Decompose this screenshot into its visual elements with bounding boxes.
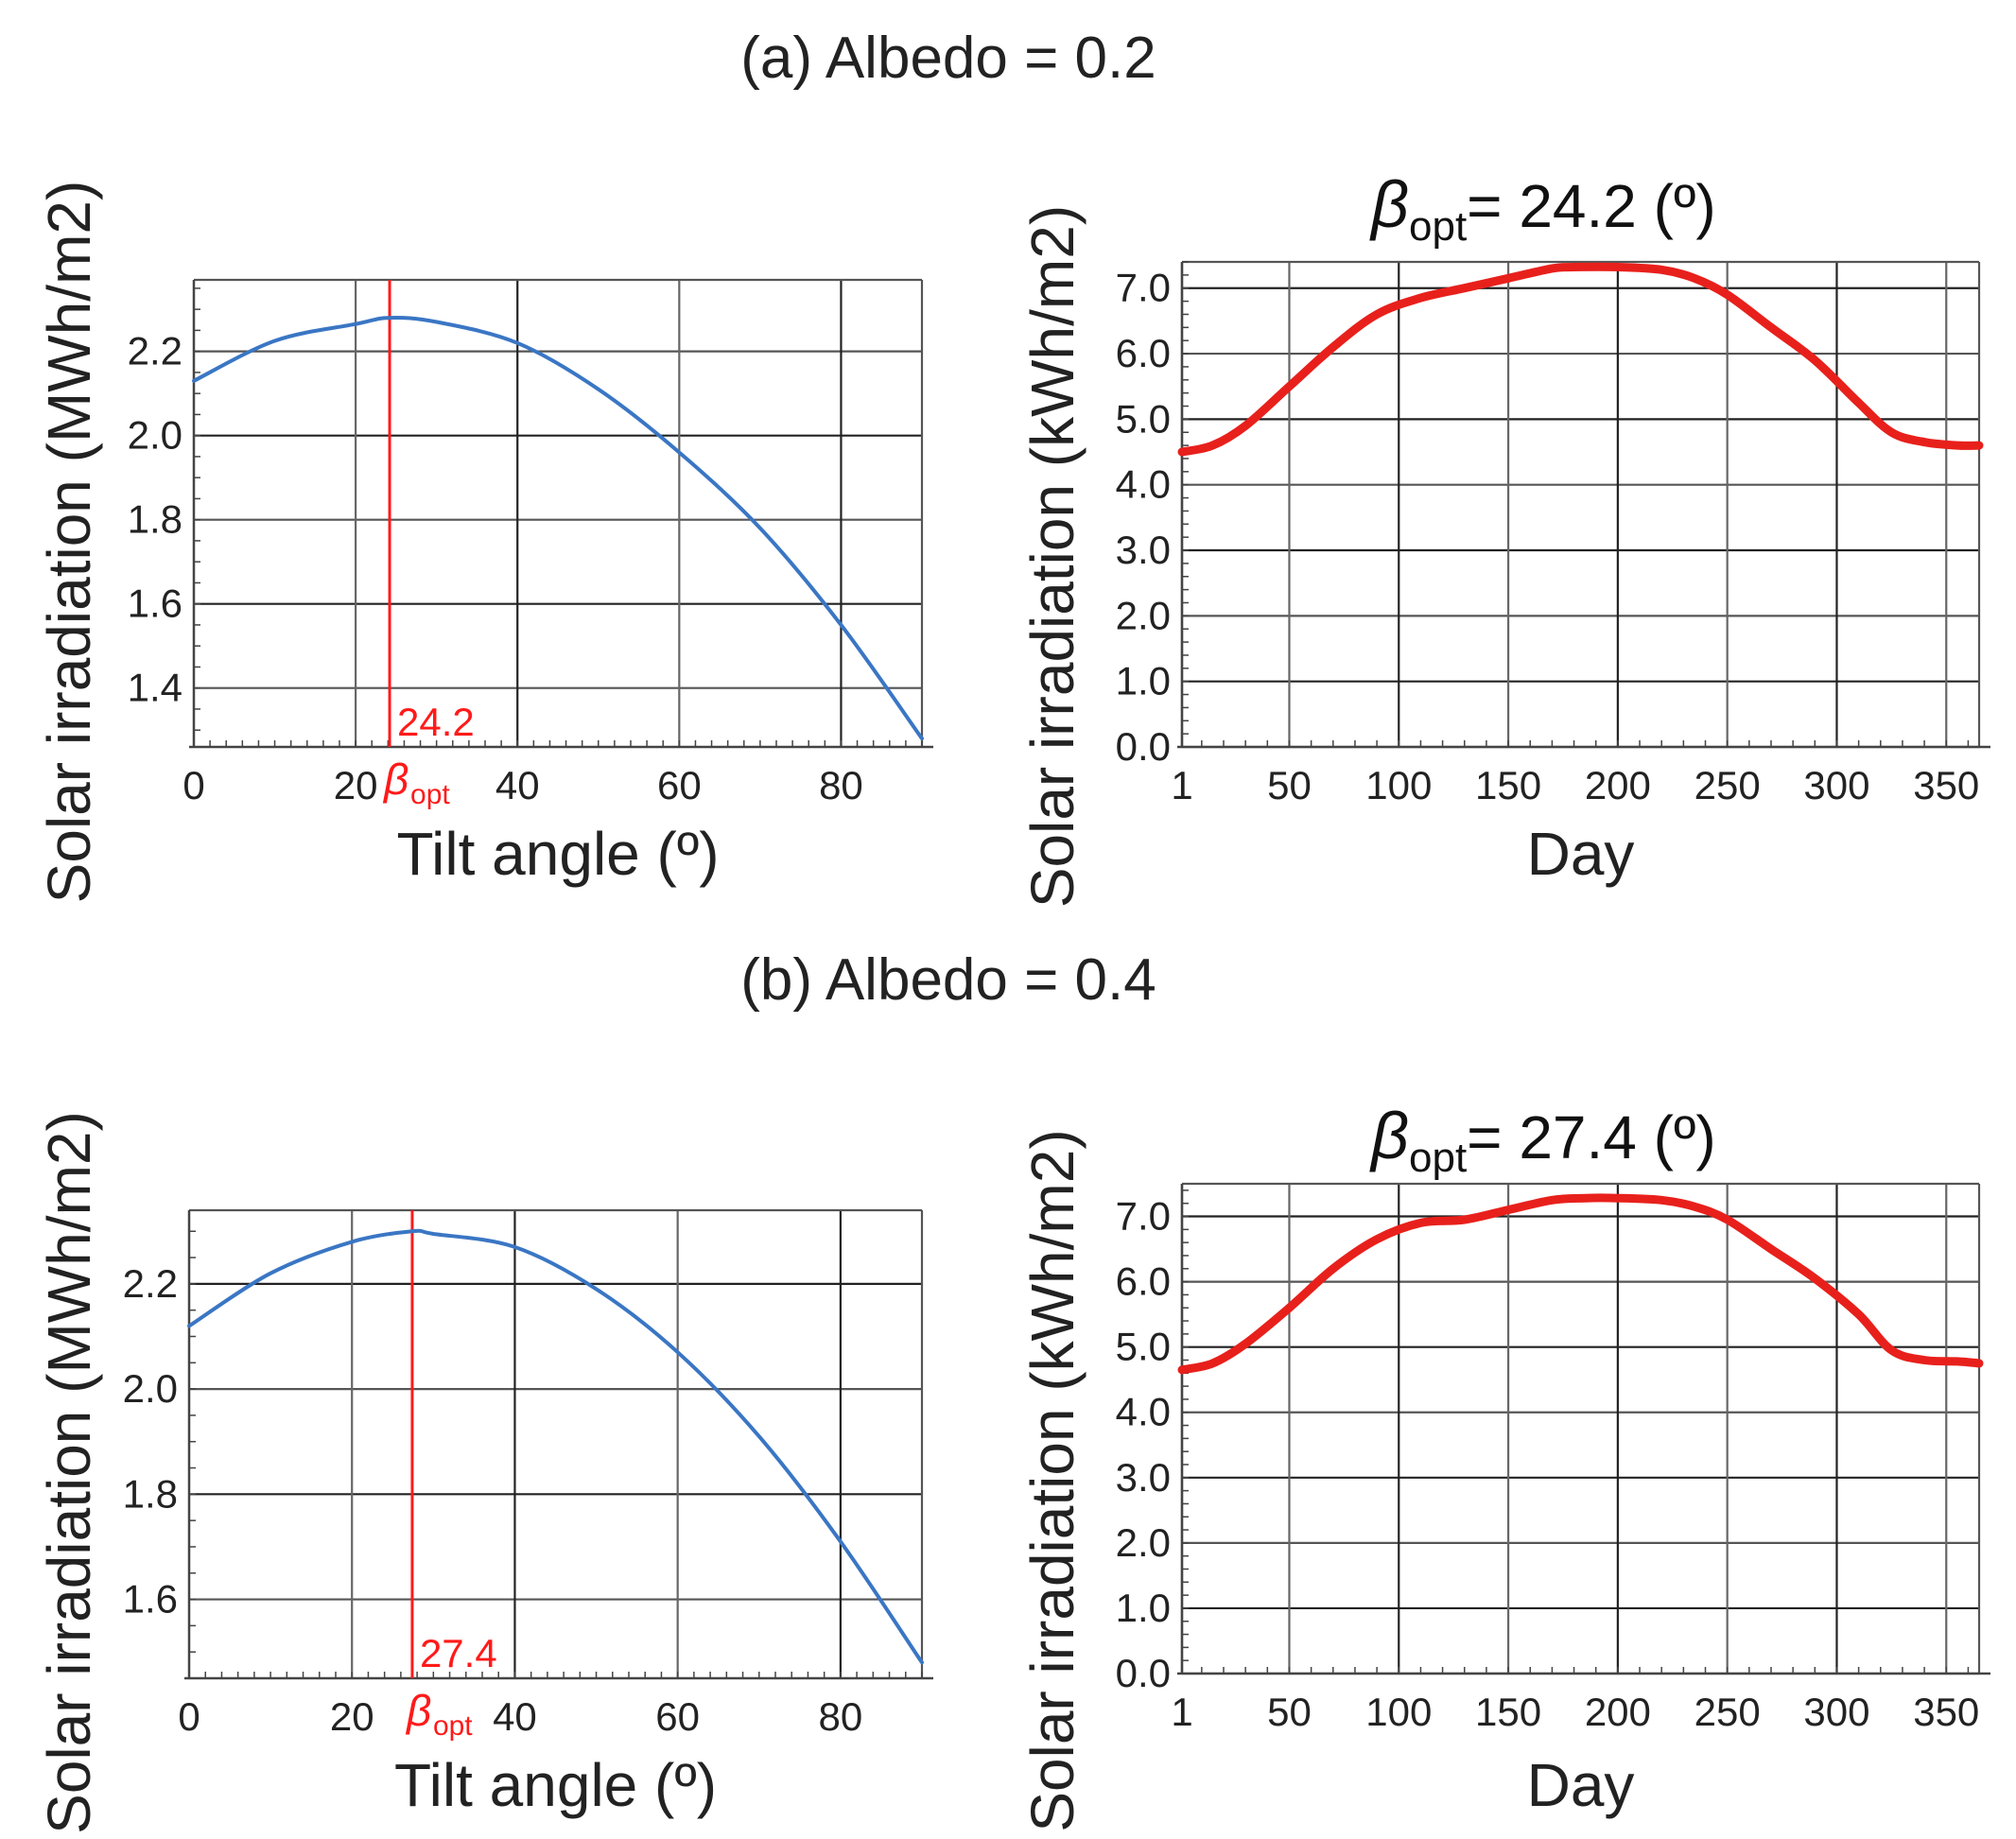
beta-subscript: opt — [1409, 1135, 1467, 1181]
y-tick-label: 7.0 — [1116, 1194, 1171, 1239]
x-tick-label: 350 — [1913, 1690, 1979, 1734]
x-axis-title: Tilt angle (º) — [396, 820, 719, 888]
y-axis-title: Solar irradiation (kWh/m2) — [1018, 1129, 1086, 1831]
chart-b-tilt: 1.6 1.8 2.0 2.2 0 20 40 60 80 Tilt angle (º) Solar… — [35, 1111, 933, 1834]
x-tick-label: 50 — [1267, 763, 1312, 807]
y-tick-label: 6.0 — [1116, 1259, 1171, 1304]
x-tick-label: 1 — [1171, 1690, 1192, 1734]
y-tick-label: 1.6 — [123, 1577, 178, 1622]
y-tick-label: 2.0 — [123, 1366, 178, 1411]
chart-a-day: 0.01.02.03.04.05.06.07.01 50 100 150 200 250 3… — [1018, 205, 1990, 908]
x-tick-label: 300 — [1803, 1690, 1869, 1734]
y-tick-label: 5.0 — [1116, 1325, 1171, 1369]
x-tick-label: 250 — [1694, 763, 1761, 807]
beta-opt-symbol: β — [382, 755, 408, 804]
y-tick-label: 2.2 — [123, 1261, 178, 1306]
x-tick-label: 350 — [1913, 763, 1979, 807]
y-tick-label: 0.0 — [1116, 1651, 1171, 1695]
y-axis-title: Solar irradiation (MWh/m2) — [35, 1111, 103, 1834]
y-axis-title: Solar irradiation (kWh/m2) — [1018, 205, 1086, 908]
x-axis-title: Day — [1527, 820, 1635, 888]
x-tick-label: 60 — [655, 1694, 700, 1739]
x-tick-label: 80 — [819, 763, 863, 807]
beta-value: = 24.2 (º) — [1467, 172, 1716, 240]
y-tick-label: 2.0 — [1116, 1520, 1171, 1565]
chart-a-day-title: βopt= 24.2 (º) — [1369, 167, 1716, 250]
optimum-value-label: 24.2 — [397, 700, 475, 744]
chart-b-day: 0.01.02.03.04.05.06.07.01 50 100 150 200 250 3… — [1018, 1129, 1990, 1832]
panel-a-title: (a) Albedo = 0.2 — [740, 26, 1156, 91]
x-tick-label: 1 — [1171, 763, 1192, 807]
x-tick-label: 150 — [1475, 1690, 1541, 1734]
y-tick-label: 7.0 — [1116, 266, 1171, 310]
x-tick-label: 20 — [334, 763, 378, 807]
x-tick-label: 100 — [1365, 763, 1432, 807]
x-tick-label: 50 — [1267, 1690, 1312, 1734]
y-tick-label: 1.0 — [1116, 659, 1171, 703]
x-tick-label: 40 — [493, 1694, 537, 1739]
y-tick-label: 1.8 — [123, 1471, 178, 1516]
x-tick-label: 250 — [1694, 1690, 1761, 1734]
chart-a-tilt: 1.4 1.6 1.8 2.0 2.2 0 20 40 60 80 Tilt angle (º) So… — [35, 181, 933, 904]
x-tick-label: 200 — [1585, 1690, 1651, 1734]
x-tick-label: 0 — [182, 763, 204, 807]
beta-symbol: β — [1369, 1099, 1409, 1172]
x-tick-label: 20 — [330, 1694, 374, 1739]
beta-opt-subscript: opt — [410, 779, 450, 810]
y-axis-title: Solar irradiation (MWh/m2) — [35, 181, 103, 904]
y-tick-label: 2.0 — [1116, 593, 1171, 637]
beta-symbol: β — [1369, 167, 1409, 241]
y-tick-label: 1.8 — [128, 497, 182, 542]
y-tick-label: 3.0 — [1116, 528, 1171, 572]
optimum-value-label: 27.4 — [420, 1631, 497, 1675]
y-tick-label: 1.4 — [128, 666, 182, 710]
x-axis-title: Tilt angle (º) — [394, 1751, 717, 1819]
series-line — [187, 1228, 924, 1665]
x-tick-label: 150 — [1475, 763, 1541, 807]
x-tick-label: 80 — [819, 1694, 863, 1739]
x-tick-label: 0 — [178, 1694, 200, 1739]
y-tick-label: 2.2 — [128, 329, 182, 373]
y-tick-label: 1.6 — [128, 581, 182, 626]
x-tick-label: 300 — [1803, 763, 1869, 807]
series-line — [1177, 1193, 1984, 1375]
x-tick-label: 200 — [1585, 763, 1651, 807]
beta-opt-symbol: β — [405, 1686, 431, 1735]
series-line — [1177, 262, 1984, 457]
y-tick-label: 0.0 — [1116, 724, 1171, 769]
beta-subscript: opt — [1409, 203, 1467, 250]
panel-b-title: (b) Albedo = 0.4 — [740, 947, 1156, 1013]
y-tick-label: 1.0 — [1116, 1586, 1171, 1630]
y-tick-label: 4.0 — [1116, 462, 1171, 507]
x-tick-label: 60 — [657, 763, 702, 807]
beta-value: = 27.4 (º) — [1467, 1103, 1716, 1171]
x-axis-title: Day — [1527, 1751, 1635, 1819]
y-tick-label: 5.0 — [1116, 396, 1171, 441]
y-tick-label: 3.0 — [1116, 1455, 1171, 1500]
series-line — [192, 315, 924, 741]
x-tick-label: 100 — [1365, 1690, 1432, 1734]
x-tick-label: 40 — [495, 763, 540, 807]
y-tick-label: 6.0 — [1116, 331, 1171, 375]
beta-opt-subscript: opt — [433, 1710, 473, 1742]
y-tick-label: 2.0 — [128, 413, 182, 458]
chart-b-day-title: βopt= 27.4 (º) — [1369, 1099, 1716, 1181]
y-tick-label: 4.0 — [1116, 1390, 1171, 1434]
